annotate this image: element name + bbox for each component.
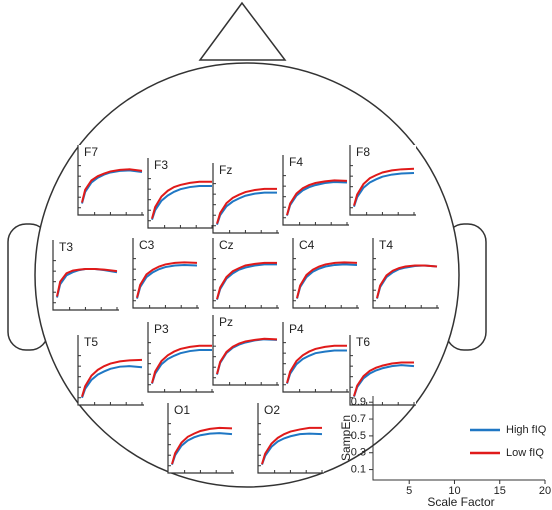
panel-title: Fz: [219, 163, 232, 177]
x-axis-label: Scale Factor: [427, 495, 494, 509]
panel-title: T6: [356, 335, 370, 349]
panel-title: O2: [264, 403, 280, 417]
x-tick-label: 20: [539, 485, 551, 497]
nose: [200, 3, 285, 60]
legend-label: Low fIQ: [506, 447, 544, 459]
panel-title: C3: [139, 238, 155, 252]
x-tick-label: 5: [406, 485, 412, 497]
panel-title: C4: [299, 238, 315, 252]
panel-title: P4: [289, 322, 304, 336]
chart: F7F3FzF4F8T3C3CzC4T4T5P3PzP4T6O1O20.10.3…: [0, 0, 552, 510]
panel-title: T4: [379, 238, 393, 252]
panel-title: F8: [356, 145, 370, 159]
panel-title: Cz: [219, 238, 234, 252]
legend-label: High fIQ: [506, 424, 547, 436]
page: F7F3FzF4F8T3C3CzC4T4T5P3PzP4T6O1O20.10.3…: [0, 0, 552, 510]
panel-title: F3: [154, 158, 168, 172]
y-tick-label: 0.9: [351, 396, 366, 408]
panel-title: O1: [174, 403, 190, 417]
y-axis-label: SampEn: [339, 415, 353, 461]
panel-title: F7: [84, 145, 98, 159]
panel-title: Pz: [219, 315, 233, 329]
panel-title: T3: [59, 240, 73, 254]
panel-title: T5: [84, 335, 98, 349]
panel-title: F4: [289, 155, 303, 169]
y-tick-label: 0.1: [351, 463, 366, 475]
x-tick-label: 15: [494, 485, 506, 497]
panel-title: P3: [154, 322, 169, 336]
